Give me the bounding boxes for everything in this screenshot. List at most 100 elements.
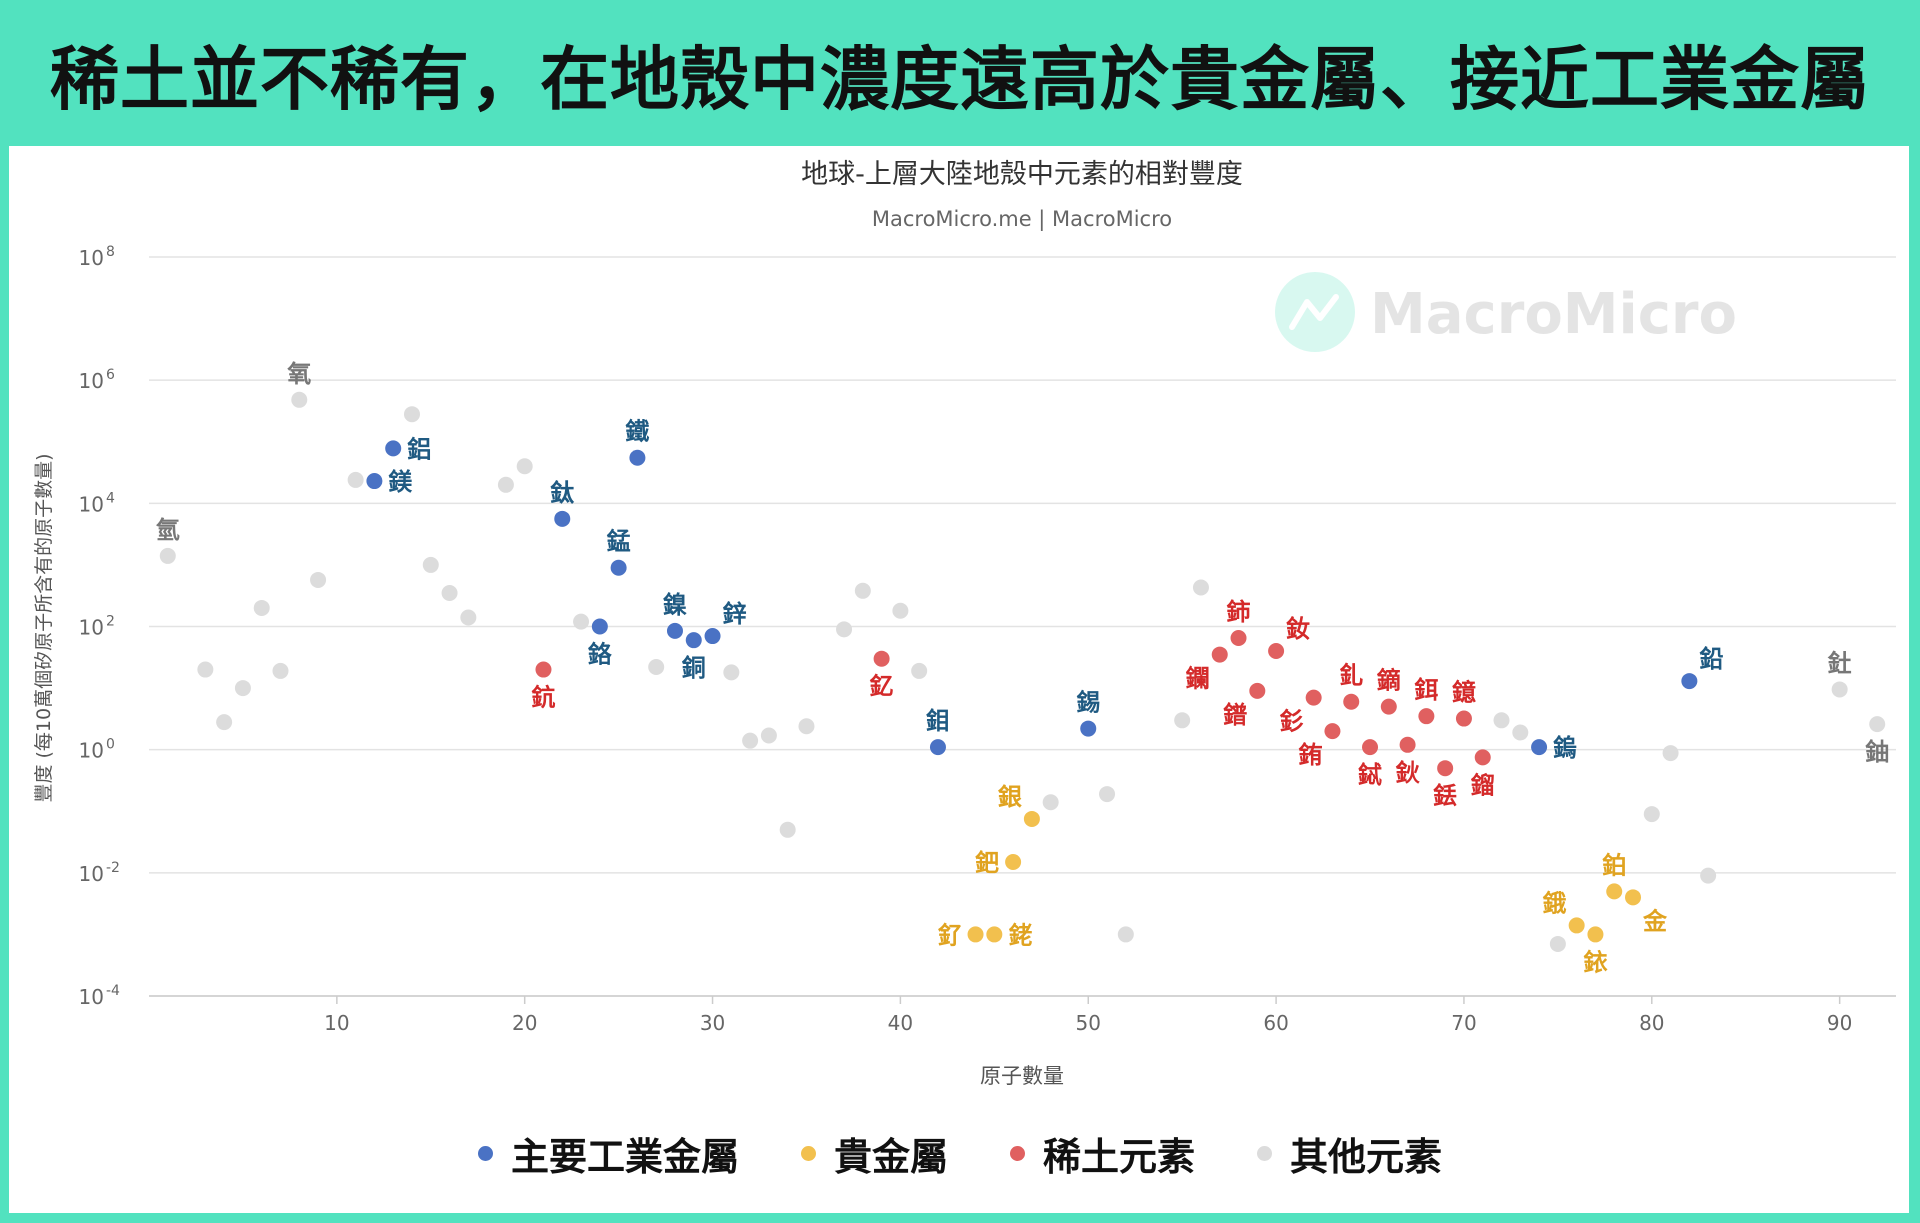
data-point[interactable]	[1362, 739, 1379, 756]
point-label: 鉑	[1602, 851, 1626, 879]
point-label: 釹	[1286, 615, 1310, 643]
data-point[interactable]	[366, 473, 383, 490]
data-point[interactable]	[1005, 853, 1022, 870]
data-point[interactable]	[272, 662, 289, 679]
data-point[interactable]	[742, 732, 759, 749]
data-point[interactable]	[554, 510, 571, 527]
data-point[interactable]	[310, 571, 327, 588]
data-point[interactable]	[422, 556, 439, 573]
data-point[interactable]	[892, 602, 909, 619]
data-point[interactable]	[291, 391, 308, 408]
data-point[interactable]	[1681, 673, 1698, 690]
data-point[interactable]	[836, 621, 853, 638]
data-point[interactable]	[798, 718, 815, 735]
legend-item[interactable]: 貴金屬	[800, 1126, 948, 1181]
data-point[interactable]	[911, 662, 928, 679]
data-point[interactable]	[1418, 708, 1435, 725]
legend-item[interactable]: 主要工業金屬	[477, 1126, 739, 1181]
data-point[interactable]	[1549, 935, 1566, 952]
legend-item[interactable]: 稀土元素	[1010, 1126, 1195, 1181]
data-point[interactable]	[1268, 643, 1285, 660]
data-point[interactable]	[1117, 926, 1134, 943]
point-label: 鎂	[388, 468, 412, 496]
data-point[interactable]	[986, 926, 1003, 943]
data-point[interactable]	[234, 680, 251, 697]
data-point[interactable]	[1343, 693, 1360, 710]
data-point[interactable]	[704, 628, 721, 645]
point-label: 鎢	[1553, 734, 1577, 762]
legend-item[interactable]: 其他元素	[1257, 1126, 1442, 1181]
point-label: 釓	[1339, 662, 1363, 690]
y-axis-label: 豐度 (每10萬個矽原子所含有的原子數量)	[33, 453, 55, 802]
data-point[interactable]	[1249, 682, 1266, 699]
data-point[interactable]	[1211, 646, 1228, 663]
data-point[interactable]	[1531, 739, 1548, 756]
data-point[interactable]	[1700, 867, 1717, 884]
data-point[interactable]	[516, 458, 533, 475]
point-label: 鋨	[1543, 889, 1567, 917]
data-point[interactable]	[1080, 720, 1097, 737]
data-point[interactable]	[648, 658, 665, 675]
data-point[interactable]	[347, 471, 364, 488]
point-label: 釤	[1280, 708, 1304, 736]
data-point[interactable]	[967, 926, 984, 943]
x-tick-label: 30	[700, 1011, 725, 1035]
data-point[interactable]	[197, 661, 214, 678]
data-point[interactable]	[779, 821, 796, 838]
data-point[interactable]	[460, 609, 477, 626]
data-point[interactable]	[1869, 716, 1886, 733]
data-point[interactable]	[1474, 749, 1491, 766]
data-point[interactable]	[1437, 760, 1454, 777]
data-point[interactable]	[216, 714, 233, 731]
data-point[interactable]	[666, 622, 683, 639]
data-point[interactable]	[685, 632, 702, 649]
data-point[interactable]	[497, 476, 514, 493]
data-point[interactable]	[1493, 712, 1510, 729]
data-point[interactable]	[1455, 710, 1472, 727]
data-point[interactable]	[1831, 681, 1848, 698]
data-point[interactable]	[1606, 883, 1623, 900]
point-label: 鋱	[1358, 761, 1382, 789]
data-point[interactable]	[854, 582, 871, 599]
point-label: 銀	[998, 783, 1022, 811]
data-point[interactable]	[1174, 712, 1191, 729]
data-point[interactable]	[1625, 889, 1642, 906]
data-point[interactable]	[1099, 786, 1116, 803]
data-point[interactable]	[591, 618, 608, 635]
data-point[interactable]	[535, 661, 552, 678]
data-point[interactable]	[929, 739, 946, 756]
data-point[interactable]	[1305, 689, 1322, 706]
data-point[interactable]	[1399, 736, 1416, 753]
data-point[interactable]	[1643, 806, 1660, 823]
x-tick-label: 40	[888, 1011, 913, 1035]
data-point[interactable]	[1192, 579, 1209, 596]
data-point[interactable]	[1023, 810, 1040, 827]
point-label: 銥	[1583, 948, 1608, 976]
data-point[interactable]	[873, 650, 890, 667]
data-point[interactable]	[629, 449, 646, 466]
y-tick-label: 10	[79, 246, 104, 270]
data-point[interactable]	[1587, 926, 1604, 943]
data-point[interactable]	[1042, 794, 1059, 811]
x-tick-label: 20	[512, 1011, 537, 1035]
data-point[interactable]	[1662, 745, 1679, 762]
data-point[interactable]	[253, 599, 270, 616]
data-point[interactable]	[573, 613, 590, 630]
data-point[interactable]	[441, 584, 458, 601]
data-point[interactable]	[1380, 698, 1397, 715]
data-point[interactable]	[723, 664, 740, 681]
data-point[interactable]	[1512, 724, 1529, 741]
data-point[interactable]	[403, 406, 420, 423]
x-axis-label: 原子數量	[980, 1064, 1064, 1088]
data-point[interactable]	[1568, 917, 1585, 934]
watermark-text: MacroMicro	[1370, 282, 1737, 347]
data-point[interactable]	[159, 547, 176, 564]
data-point[interactable]	[385, 440, 402, 457]
data-point[interactable]	[610, 559, 627, 576]
data-point[interactable]	[1324, 723, 1341, 740]
y-tick-exponent: 6	[106, 367, 115, 383]
data-point[interactable]	[1230, 630, 1247, 647]
data-point[interactable]	[760, 727, 777, 744]
